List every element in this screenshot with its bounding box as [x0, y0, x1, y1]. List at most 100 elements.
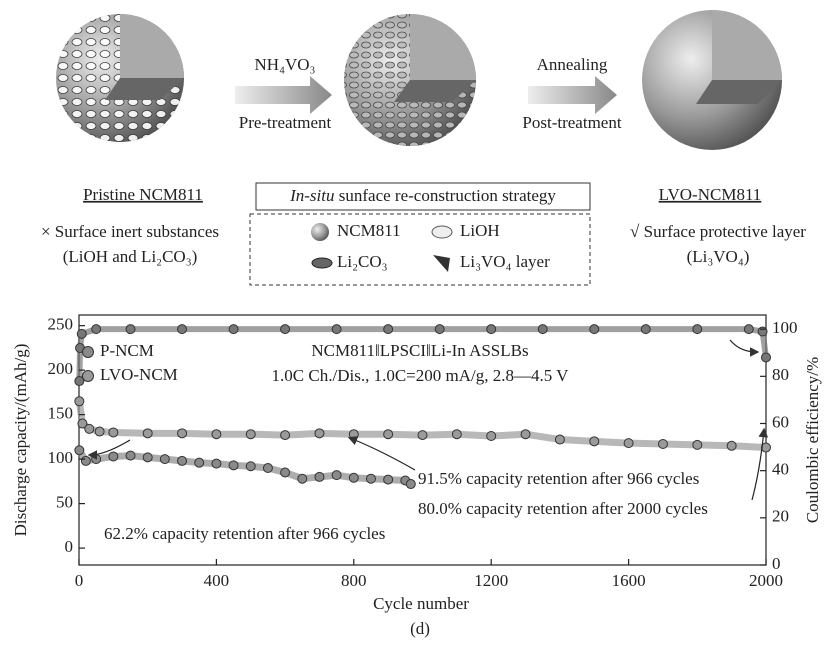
marker — [281, 468, 290, 477]
y-tick-label: 50 — [56, 493, 73, 512]
y2-tick-label: 0 — [772, 554, 781, 573]
legend-item: LiOH — [460, 221, 500, 240]
marker — [590, 437, 599, 446]
marker — [315, 429, 324, 438]
x-tick-label: 400 — [204, 571, 230, 590]
step-label: Pre-treatment — [239, 113, 332, 132]
marker — [126, 325, 135, 334]
note: × Surface inert substances — [41, 222, 219, 241]
marker — [212, 459, 221, 468]
legend-marker — [83, 371, 94, 382]
step-label: Post-treatment — [522, 113, 621, 132]
marker — [229, 461, 238, 470]
marker — [349, 473, 358, 482]
y-axis-title: Discharge capacity/(mAh/g) — [11, 344, 30, 537]
marker — [762, 353, 771, 362]
y2-tick-label: 60 — [772, 412, 789, 431]
marker — [555, 435, 564, 444]
marker — [75, 446, 84, 455]
marker — [332, 471, 341, 480]
marker — [178, 325, 187, 334]
label: LVO-NCM811 — [659, 185, 762, 204]
reagent: NH₄VO₃ — [255, 55, 316, 74]
marker — [487, 431, 496, 440]
annotation: 62.2% capacity retention after 966 cycle… — [104, 524, 385, 543]
marker — [332, 325, 341, 334]
marker — [92, 455, 101, 464]
marker — [298, 474, 307, 483]
y-tick-label: 250 — [48, 315, 74, 334]
marker — [758, 327, 767, 336]
marker — [693, 440, 702, 449]
marker — [81, 456, 90, 465]
y-tick-label: 200 — [48, 359, 74, 378]
panel-label: (d) — [410, 619, 430, 638]
marker — [281, 325, 290, 334]
note: √ Surface protective layer — [630, 222, 806, 241]
marker — [727, 441, 736, 450]
legend-label: LVO-NCM — [100, 365, 178, 384]
annotation: 1.0C Ch./Dis., 1.0C=200 mA/g, 2.8—4.5 V — [272, 366, 570, 385]
marker — [143, 453, 152, 462]
marker — [384, 325, 393, 334]
page: NH₄VO₃ Pre-treatment Annealing Post-trea… — [0, 0, 824, 645]
marker — [143, 429, 152, 438]
marker — [624, 439, 633, 448]
marker — [246, 462, 255, 471]
marker — [487, 325, 496, 334]
x-tick-label: 800 — [341, 571, 367, 590]
legend-marker — [83, 347, 94, 358]
marker — [744, 325, 753, 334]
marker — [178, 456, 187, 465]
marker — [435, 325, 444, 334]
marker — [406, 480, 415, 489]
annotation: 91.5% capacity retention after 966 cycle… — [418, 469, 699, 488]
legend-item: Li₂CO₃ — [337, 252, 388, 271]
marker — [693, 325, 702, 334]
marker — [521, 430, 530, 439]
marker — [92, 325, 101, 334]
marker — [384, 430, 393, 439]
note: (LiOH and Li₂CO₃) — [63, 247, 198, 266]
marker — [95, 427, 104, 436]
marker — [160, 455, 169, 464]
figure: NH₄VO₃ Pre-treatment Annealing Post-trea… — [0, 0, 824, 640]
x-tick-label: 1600 — [612, 571, 646, 590]
x-axis-title: Cycle number — [373, 594, 469, 613]
x-tick-label: 0 — [75, 571, 84, 590]
y-tick-label: 150 — [48, 404, 74, 423]
arrow — [235, 76, 332, 114]
sphere-treated — [344, 14, 476, 146]
rest: sunface re-construction strategy — [335, 186, 557, 205]
sphere-pristine — [56, 14, 184, 142]
marker — [590, 325, 599, 334]
marker — [126, 451, 135, 460]
y2-axis-title: Coulombic efficiency/% — [803, 357, 822, 523]
x-tick-label: 1200 — [474, 571, 508, 590]
marker — [109, 428, 118, 437]
marker — [641, 325, 650, 334]
annotation: 80.0% capacity retention after 2000 cycl… — [418, 499, 708, 518]
y-tick-label: 100 — [48, 448, 74, 467]
arrow — [752, 430, 764, 500]
legend-item: Li₃VO₄ layer — [460, 252, 550, 271]
icon — [311, 223, 329, 241]
arrow — [730, 340, 757, 352]
icon — [433, 255, 450, 272]
marker — [229, 325, 238, 334]
marker — [384, 475, 393, 484]
y2-tick-label: 40 — [772, 460, 789, 479]
y-tick-label: 0 — [65, 537, 74, 556]
marker — [366, 474, 375, 483]
note: (Li₃VO₄) — [687, 247, 750, 266]
legend-box — [250, 214, 590, 285]
marker — [178, 429, 187, 438]
marker — [452, 430, 461, 439]
step-label: Annealing — [537, 55, 608, 74]
x-tick-label: 2000 — [749, 571, 783, 590]
marker — [212, 430, 221, 439]
strategy-title: In-situ sunface re-construction strategy — [289, 186, 556, 205]
y2-tick-label: 100 — [772, 318, 798, 337]
marker — [85, 424, 94, 433]
marker — [263, 464, 272, 473]
